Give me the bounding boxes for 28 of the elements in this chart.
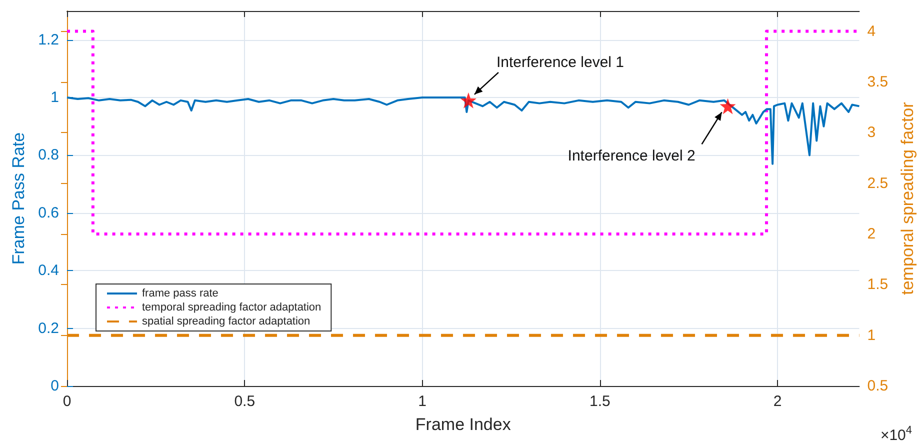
y-tick-label: 1 bbox=[50, 89, 59, 106]
y2-tick-label: 4 bbox=[867, 22, 876, 40]
x-axis-title: Frame Index bbox=[415, 415, 512, 434]
y-tick-label: 0.6 bbox=[38, 204, 59, 222]
y2-tick-label: 2 bbox=[867, 225, 876, 242]
y2-tick-label: 0.5 bbox=[867, 378, 888, 394]
y2-tick-label: 1 bbox=[867, 326, 876, 344]
y-tick-label: 0.2 bbox=[38, 320, 59, 337]
x-tick-label: 1.5 bbox=[589, 393, 610, 410]
annotation: Interference level 1 bbox=[496, 54, 624, 71]
y2-tick-label: 3.5 bbox=[867, 73, 888, 90]
legend-label: spatial spreading factor adaptation bbox=[142, 316, 310, 328]
y-tick-label: 0.4 bbox=[38, 262, 59, 280]
y2-tick-label: 2.5 bbox=[867, 174, 888, 192]
x-tick-label: 1 bbox=[418, 393, 426, 410]
x-tick-label: 2 bbox=[773, 393, 782, 410]
x-tick-label: 0 bbox=[62, 393, 72, 410]
y-axis-title: Frame Pass Rate bbox=[9, 132, 28, 265]
y-tick-label: 0 bbox=[50, 378, 59, 394]
y-tick-label: 1.2 bbox=[38, 31, 59, 48]
y2-axis-title: temporal spreading factor bbox=[898, 102, 917, 295]
y2-tick-label: 3 bbox=[867, 124, 876, 142]
y-tick-label: 0.8 bbox=[38, 146, 59, 164]
legend-label: temporal spreading factor adaptation bbox=[142, 302, 322, 314]
y2-tick-label: 1.5 bbox=[867, 276, 888, 294]
x-tick-label: 0.5 bbox=[234, 393, 256, 410]
legend-label: frame pass rate bbox=[142, 288, 218, 300]
annotation: Interference level 2 bbox=[568, 148, 696, 165]
